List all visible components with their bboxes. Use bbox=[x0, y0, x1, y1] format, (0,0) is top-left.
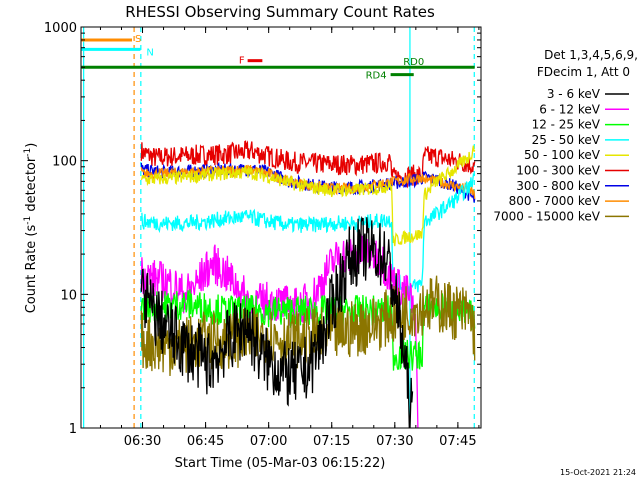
legend-label: 800 - 7000 keV bbox=[509, 194, 601, 208]
series-line bbox=[140, 289, 476, 371]
x-tick-label: 06:30 bbox=[124, 434, 161, 449]
legend: Det 1,3,4,5,6,9, FDecim 1, Att 0 3 - 6 k… bbox=[493, 48, 638, 223]
x-tick-label: 07:00 bbox=[250, 434, 287, 449]
series-line bbox=[140, 145, 476, 247]
flag-label-rd0: RD0 bbox=[403, 57, 424, 68]
legend-label: 300 - 800 keV bbox=[516, 179, 600, 193]
x-tick-label: 06:45 bbox=[187, 434, 224, 449]
series-line bbox=[140, 215, 414, 428]
flag-label-rd4: RD4 bbox=[366, 71, 387, 82]
y-tick-label: 100 bbox=[52, 155, 77, 170]
legend-label: 50 - 100 keV bbox=[524, 148, 601, 162]
y-axis-label: Count Rate (s-1 detector-1) bbox=[23, 143, 39, 314]
flag-label-n: N bbox=[146, 47, 153, 58]
legend-label: 7000 - 15000 keV bbox=[493, 209, 600, 223]
legend-label: 25 - 50 keV bbox=[532, 133, 601, 147]
x-tick-label: 07:15 bbox=[313, 434, 350, 449]
footer-date: 15-Oct-2021 21:24 bbox=[560, 468, 636, 477]
legend-label: 100 - 300 keV bbox=[516, 164, 600, 178]
y-tick-label: 10 bbox=[60, 288, 77, 303]
x-tick-label: 07:30 bbox=[376, 434, 413, 449]
chart-title: RHESSI Observing Summary Count Rates bbox=[125, 3, 435, 21]
legend-label: 6 - 12 keV bbox=[539, 102, 601, 116]
series-line bbox=[141, 172, 476, 296]
flag-label-s: S bbox=[135, 34, 141, 45]
y-tick-label: 1 bbox=[69, 422, 77, 437]
flag-label-f: F bbox=[239, 56, 245, 67]
legend-header-line1: Det 1,3,4,5,6,9, bbox=[544, 48, 638, 62]
legend-label: 12 - 25 keV bbox=[532, 118, 601, 132]
plot-frame bbox=[80, 26, 482, 429]
legend-header-line2: FDecim 1, Att 0 bbox=[537, 65, 630, 79]
y-tick-label: 1000 bbox=[44, 21, 77, 36]
legend-label: 3 - 6 keV bbox=[547, 87, 601, 101]
x-axis-label: Start Time (05-Mar-03 06:15:22) bbox=[175, 456, 386, 471]
series-line bbox=[140, 140, 476, 189]
x-tick-label: 07:45 bbox=[439, 434, 476, 449]
